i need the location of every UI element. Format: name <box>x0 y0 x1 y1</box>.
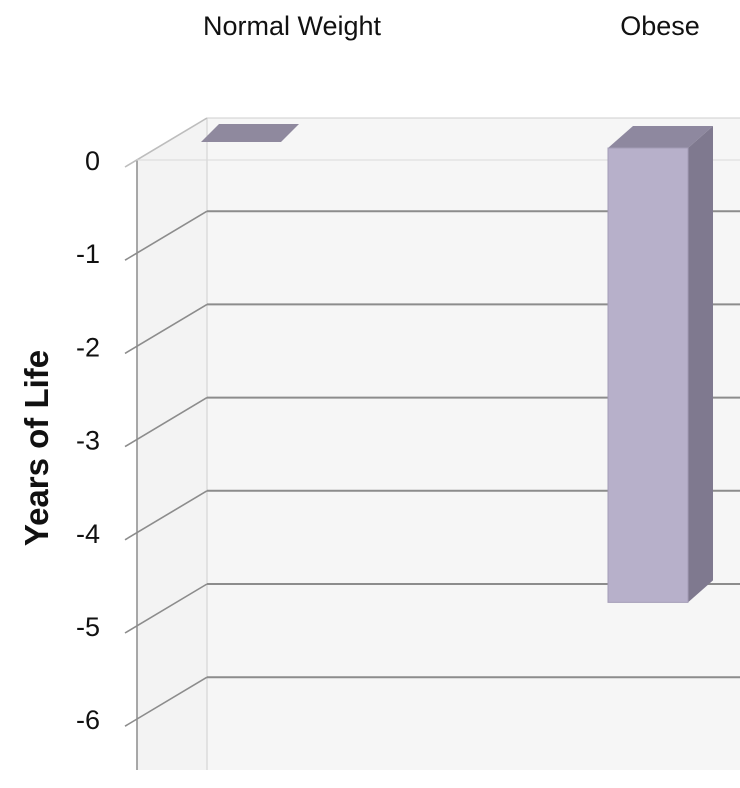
y-tick-label-2: -2 <box>76 332 100 362</box>
y-tick-label-0: 0 <box>85 146 100 176</box>
gridline-side-3 <box>124 396 208 448</box>
bar-1 <box>607 147 689 603</box>
y-tick-label-6: -6 <box>76 705 100 735</box>
gridline-side-4 <box>124 490 208 541</box>
bar-1-side <box>688 126 713 603</box>
category-label-0: Normal Weight <box>203 11 382 41</box>
y-tick-label-5: -5 <box>76 612 100 642</box>
gridline-side-0 <box>124 117 208 168</box>
bar-1-top <box>608 126 713 148</box>
y-tick-label-4: -4 <box>76 519 100 549</box>
y-axis-title: Years of Life <box>18 350 55 546</box>
y-tick-label-3: -3 <box>76 426 100 456</box>
gridline-side-1 <box>124 210 208 261</box>
gridline-side-6 <box>124 676 208 727</box>
side-wall <box>137 118 207 770</box>
bar-0 <box>201 124 299 142</box>
gridline-side-2 <box>124 303 208 355</box>
y-tick-label-1: -1 <box>76 239 100 269</box>
gridline-side-5 <box>124 583 208 634</box>
category-label-1: Obese <box>620 11 700 41</box>
